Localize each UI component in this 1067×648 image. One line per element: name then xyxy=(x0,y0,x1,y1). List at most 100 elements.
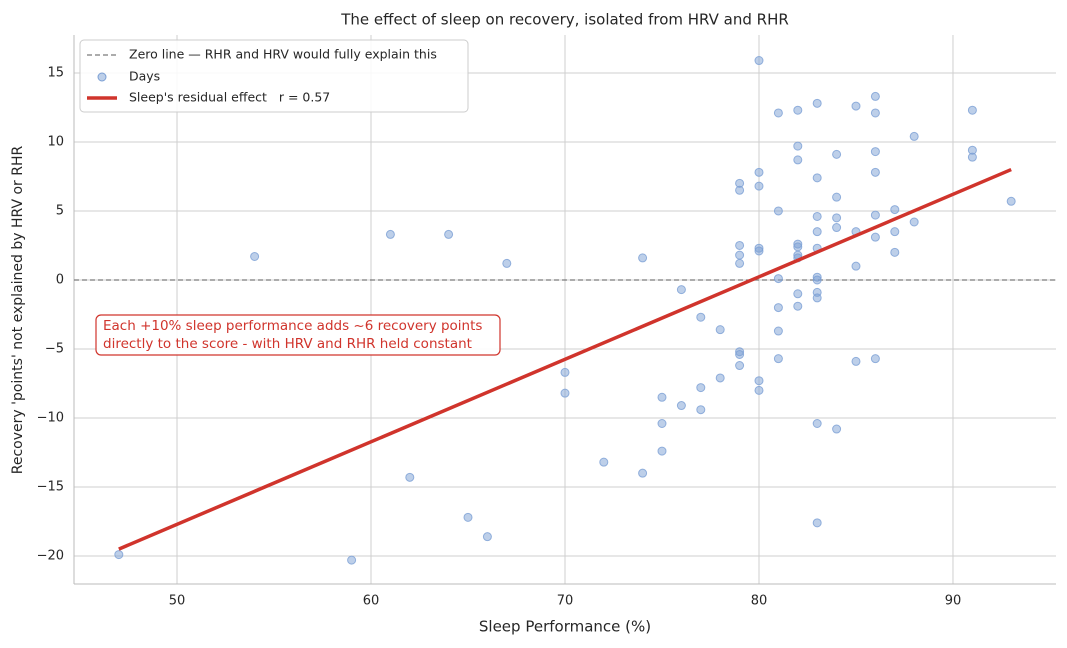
data-point xyxy=(909,217,919,227)
data-point xyxy=(502,258,512,268)
data-point xyxy=(715,373,725,383)
data-point xyxy=(812,211,822,221)
data-point xyxy=(812,275,822,285)
data-point xyxy=(851,101,861,111)
y-tick-label: 10 xyxy=(47,134,64,149)
data-point xyxy=(967,152,977,162)
data-point xyxy=(773,274,783,284)
legend-box xyxy=(79,39,469,113)
y-tick-label: −5 xyxy=(45,341,64,356)
chart-title: The effect of sleep on recovery, isolate… xyxy=(340,11,789,29)
legend-label: Sleep's residual effect r = 0.57 xyxy=(129,90,330,105)
data-point xyxy=(909,131,919,141)
data-point xyxy=(250,252,260,262)
y-tick-label: −10 xyxy=(37,410,64,425)
y-tick-label: −20 xyxy=(37,548,64,563)
data-point xyxy=(444,229,454,239)
data-point xyxy=(812,173,822,183)
data-point xyxy=(754,246,764,256)
data-point xyxy=(347,555,357,565)
y-tick-label: −15 xyxy=(37,479,64,494)
y-tick-label: 0 xyxy=(56,272,64,287)
data-point xyxy=(793,155,803,165)
data-point xyxy=(793,242,803,252)
data-point xyxy=(832,192,842,202)
data-point xyxy=(890,205,900,215)
data-point xyxy=(599,457,609,467)
data-point xyxy=(967,105,977,115)
data-point xyxy=(773,206,783,216)
y-axis-label: Recovery 'points' not explained by HRV o… xyxy=(10,145,26,474)
data-point xyxy=(676,401,686,411)
data-point xyxy=(735,349,745,359)
legend-label: Days xyxy=(129,69,160,84)
data-point xyxy=(832,213,842,223)
data-point xyxy=(1006,196,1016,206)
data-point xyxy=(696,383,706,393)
data-point xyxy=(560,367,570,377)
data-point xyxy=(812,418,822,428)
data-point xyxy=(638,253,648,263)
legend-swatch xyxy=(97,72,107,82)
data-point xyxy=(832,424,842,434)
data-point xyxy=(870,210,880,220)
x-tick-label: 90 xyxy=(945,594,962,609)
data-point xyxy=(890,247,900,257)
data-point xyxy=(735,240,745,250)
data-point xyxy=(560,388,570,398)
data-point xyxy=(657,418,667,428)
data-point xyxy=(812,293,822,303)
data-point xyxy=(793,105,803,115)
data-point xyxy=(754,56,764,66)
data-point xyxy=(793,141,803,151)
legend-label: Zero line — RHR and HRV would fully expl… xyxy=(129,47,437,62)
data-point xyxy=(657,446,667,456)
data-point xyxy=(482,532,492,542)
data-point xyxy=(870,167,880,177)
data-point xyxy=(832,149,842,159)
data-point xyxy=(638,468,648,478)
data-point xyxy=(463,512,473,522)
data-point xyxy=(773,354,783,364)
data-point xyxy=(676,285,686,295)
data-point xyxy=(735,250,745,260)
y-tick-label: 5 xyxy=(56,203,64,218)
x-tick-label: 50 xyxy=(169,594,186,609)
data-point xyxy=(773,108,783,118)
annotation-text: directly to the score - with HRV and RHR… xyxy=(103,336,472,352)
data-point xyxy=(754,181,764,191)
data-point xyxy=(773,326,783,336)
data-point xyxy=(773,303,783,313)
x-axis-label: Sleep Performance (%) xyxy=(479,618,651,636)
data-point xyxy=(793,289,803,299)
data-point xyxy=(405,472,415,482)
data-point xyxy=(696,312,706,322)
data-point xyxy=(812,98,822,108)
data-point xyxy=(851,356,861,366)
data-point xyxy=(890,227,900,237)
data-point xyxy=(870,91,880,101)
data-point xyxy=(870,108,880,118)
data-point xyxy=(851,261,861,271)
data-point xyxy=(696,405,706,415)
data-point xyxy=(832,223,842,233)
fit-line xyxy=(118,167,1012,551)
data-point xyxy=(735,361,745,371)
annotation-box xyxy=(95,314,501,356)
data-point xyxy=(812,518,822,528)
data-point xyxy=(793,301,803,311)
y-tick-label: 15 xyxy=(47,65,64,80)
x-tick-label: 80 xyxy=(751,594,768,609)
data-point xyxy=(754,385,764,395)
data-point xyxy=(735,185,745,195)
data-point xyxy=(657,392,667,402)
data-point xyxy=(754,376,764,386)
x-tick-label: 60 xyxy=(363,594,380,609)
x-tick-label: 70 xyxy=(557,594,574,609)
data-point xyxy=(735,258,745,268)
data-point xyxy=(114,550,124,560)
data-point xyxy=(754,167,764,177)
data-point xyxy=(870,232,880,242)
data-point xyxy=(812,227,822,237)
